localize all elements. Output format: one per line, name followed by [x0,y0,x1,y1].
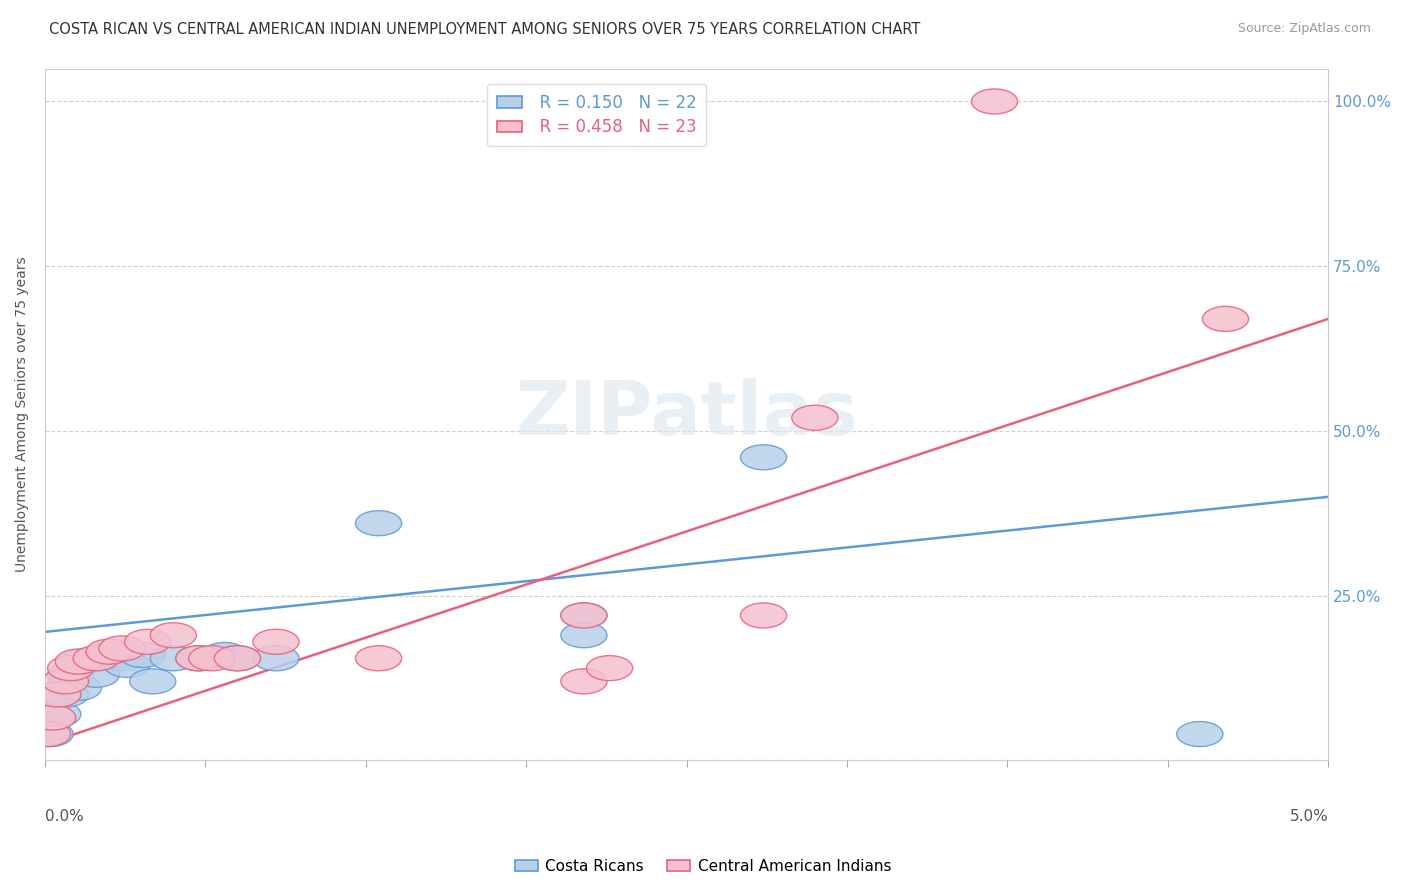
Ellipse shape [356,646,402,671]
Ellipse shape [98,636,145,661]
Ellipse shape [253,629,299,655]
Ellipse shape [42,669,89,694]
Ellipse shape [561,669,607,694]
Ellipse shape [125,629,170,655]
Ellipse shape [150,623,197,648]
Ellipse shape [176,646,222,671]
Ellipse shape [30,705,76,730]
Ellipse shape [86,640,132,665]
Ellipse shape [120,642,166,667]
Ellipse shape [741,445,786,470]
Ellipse shape [561,603,607,628]
Legend:   R = 0.150   N = 22,   R = 0.458   N = 23: R = 0.150 N = 22, R = 0.458 N = 23 [486,84,706,146]
Ellipse shape [1177,722,1223,747]
Ellipse shape [60,649,107,674]
Ellipse shape [176,646,222,671]
Ellipse shape [55,649,101,674]
Ellipse shape [1202,306,1249,332]
Ellipse shape [48,662,94,687]
Ellipse shape [586,656,633,681]
Y-axis label: Unemployment Among Seniors over 75 years: Unemployment Among Seniors over 75 years [15,257,30,573]
Ellipse shape [561,623,607,648]
Text: COSTA RICAN VS CENTRAL AMERICAN INDIAN UNEMPLOYMENT AMONG SENIORS OVER 75 YEARS : COSTA RICAN VS CENTRAL AMERICAN INDIAN U… [49,22,921,37]
Ellipse shape [42,682,89,707]
Ellipse shape [972,89,1018,114]
Legend: Costa Ricans, Central American Indians: Costa Ricans, Central American Indians [509,853,897,880]
Text: 5.0%: 5.0% [1289,809,1329,824]
Ellipse shape [86,642,132,667]
Ellipse shape [27,722,73,747]
Text: Source: ZipAtlas.com: Source: ZipAtlas.com [1237,22,1371,36]
Ellipse shape [48,656,94,681]
Ellipse shape [73,662,120,687]
Ellipse shape [201,642,247,667]
Ellipse shape [104,652,150,677]
Ellipse shape [55,675,101,700]
Ellipse shape [188,646,235,671]
Ellipse shape [792,405,838,430]
Ellipse shape [741,603,786,628]
Ellipse shape [35,702,82,727]
Ellipse shape [73,646,120,671]
Ellipse shape [561,603,607,628]
Text: ZIPatlas: ZIPatlas [515,378,858,451]
Ellipse shape [98,646,145,671]
Ellipse shape [253,646,299,671]
Ellipse shape [356,510,402,536]
Ellipse shape [129,669,176,694]
Text: 0.0%: 0.0% [45,809,84,824]
Ellipse shape [214,646,260,671]
Ellipse shape [214,646,260,671]
Ellipse shape [24,722,70,747]
Ellipse shape [150,646,197,671]
Ellipse shape [35,682,82,707]
